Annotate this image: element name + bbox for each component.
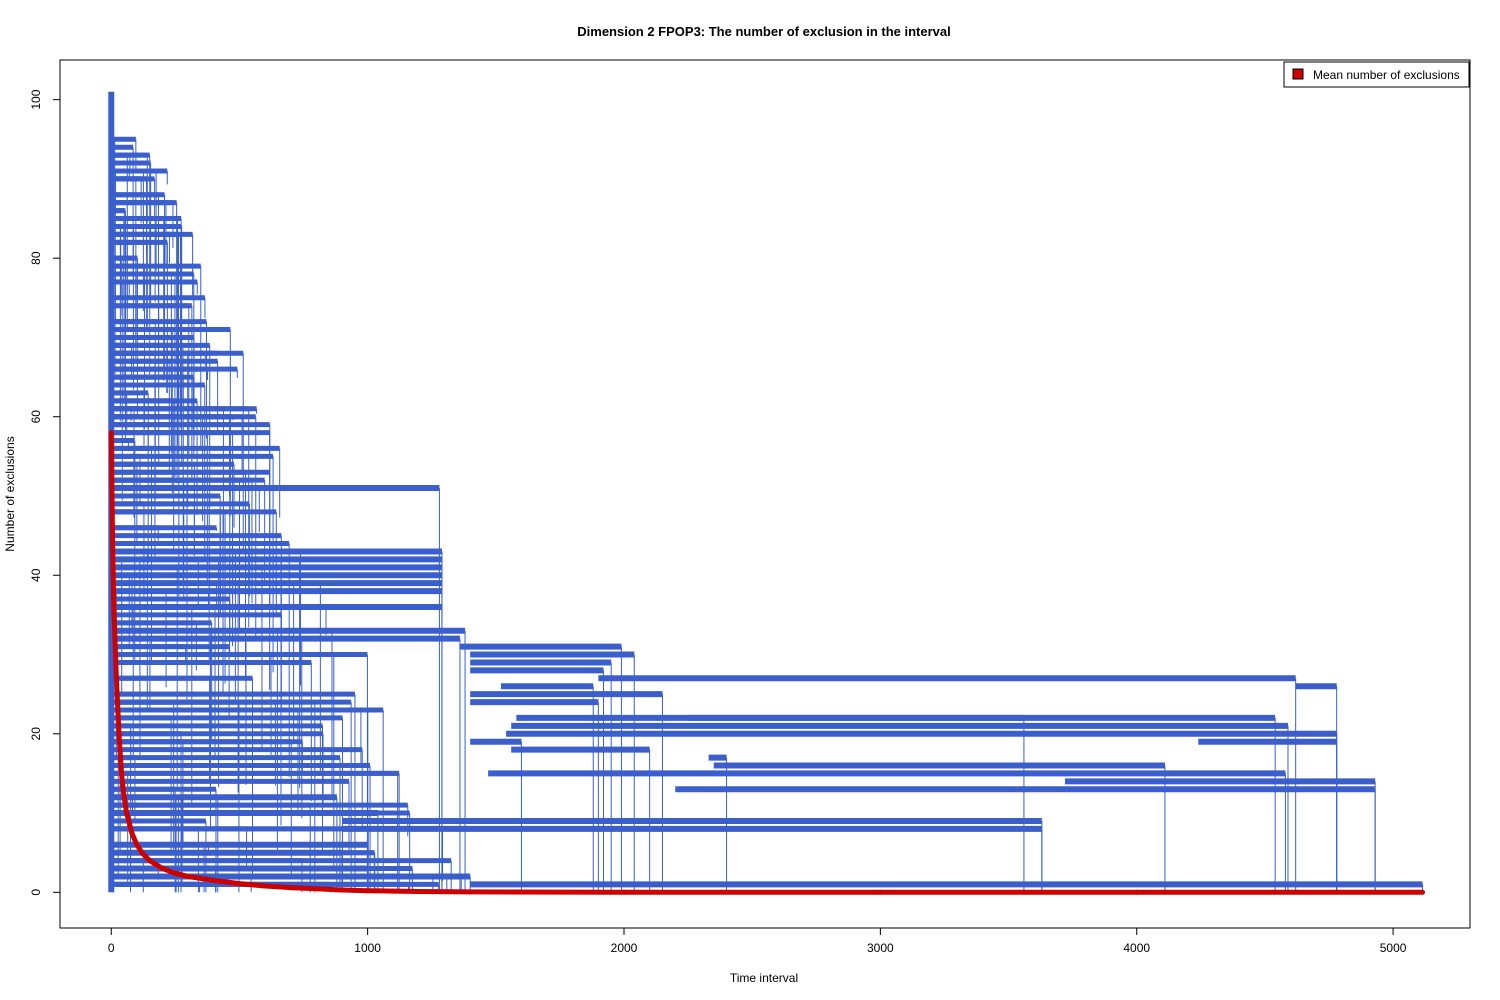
mean-point-6 [119,770,125,776]
mean-point-5 [116,731,122,737]
mean-point-12 [147,858,153,864]
legend-entry-mean: Mean number of exclusions [1313,68,1460,82]
mean-point-19 [288,885,294,891]
x-tick-label-5: 5000 [1380,941,1407,955]
mean-point-28 [1134,889,1140,895]
x-tick-label-0: 0 [108,941,115,955]
mean-point-16 [211,877,217,883]
y-tick-label-5: 100 [29,89,43,109]
mean-point-1 [109,477,115,483]
chart-title: Dimension 2 FPOP3: The number of exclusi… [577,24,950,39]
mean-point-24 [416,889,422,895]
mean-point-25 [467,889,473,895]
mean-point-11 [139,850,145,856]
mean-point-18 [262,883,268,889]
mean-point-20 [313,886,319,892]
mean-point-14 [172,870,178,876]
x-tick-label-4: 4000 [1123,941,1150,955]
mean-point-22 [365,888,371,894]
mean-line [108,432,1423,895]
mean-point-4 [113,675,119,681]
legend-swatch-mean [1292,68,1304,80]
mean-point-13 [160,866,166,872]
mean-point-2 [110,541,116,547]
mean-point-8 [124,810,130,816]
mean-point-23 [390,888,396,894]
mean-point-26 [621,889,627,895]
mean-point-27 [877,889,883,895]
mean-point-3 [111,604,117,610]
mean-point-29 [1420,889,1426,895]
mean-point-9 [129,830,135,836]
y-tick-label-2: 40 [29,568,43,582]
y-axis-label: Number of exclusions [3,436,17,551]
x-tick-label-3: 3000 [867,941,894,955]
x-axis-label: Time interval [730,971,798,985]
mean-series-layer [108,430,1426,895]
mean-point-7 [121,794,127,800]
mean-point-0 [108,430,114,436]
mean-point-17 [236,881,242,887]
y-tick-label-3: 60 [29,410,43,424]
y-tick-label-0: 0 [29,889,43,896]
mean-point-21 [339,887,345,893]
legend-box [1283,61,1470,88]
x-tick-label-2: 2000 [611,941,638,955]
exclusion-runs-layer [108,91,1424,893]
axes-layer: 0 1000 2000 3000 4000 5000 0 20 40 60 80 100 [29,89,1407,955]
y-tick-label-4: 80 [29,251,43,265]
mean-point-15 [185,873,191,879]
y-tick-label-1: 20 [29,727,43,741]
x-tick-label-1: 1000 [354,941,381,955]
legend: Mean number of exclusions [1283,61,1470,88]
mean-point-10 [134,842,140,848]
